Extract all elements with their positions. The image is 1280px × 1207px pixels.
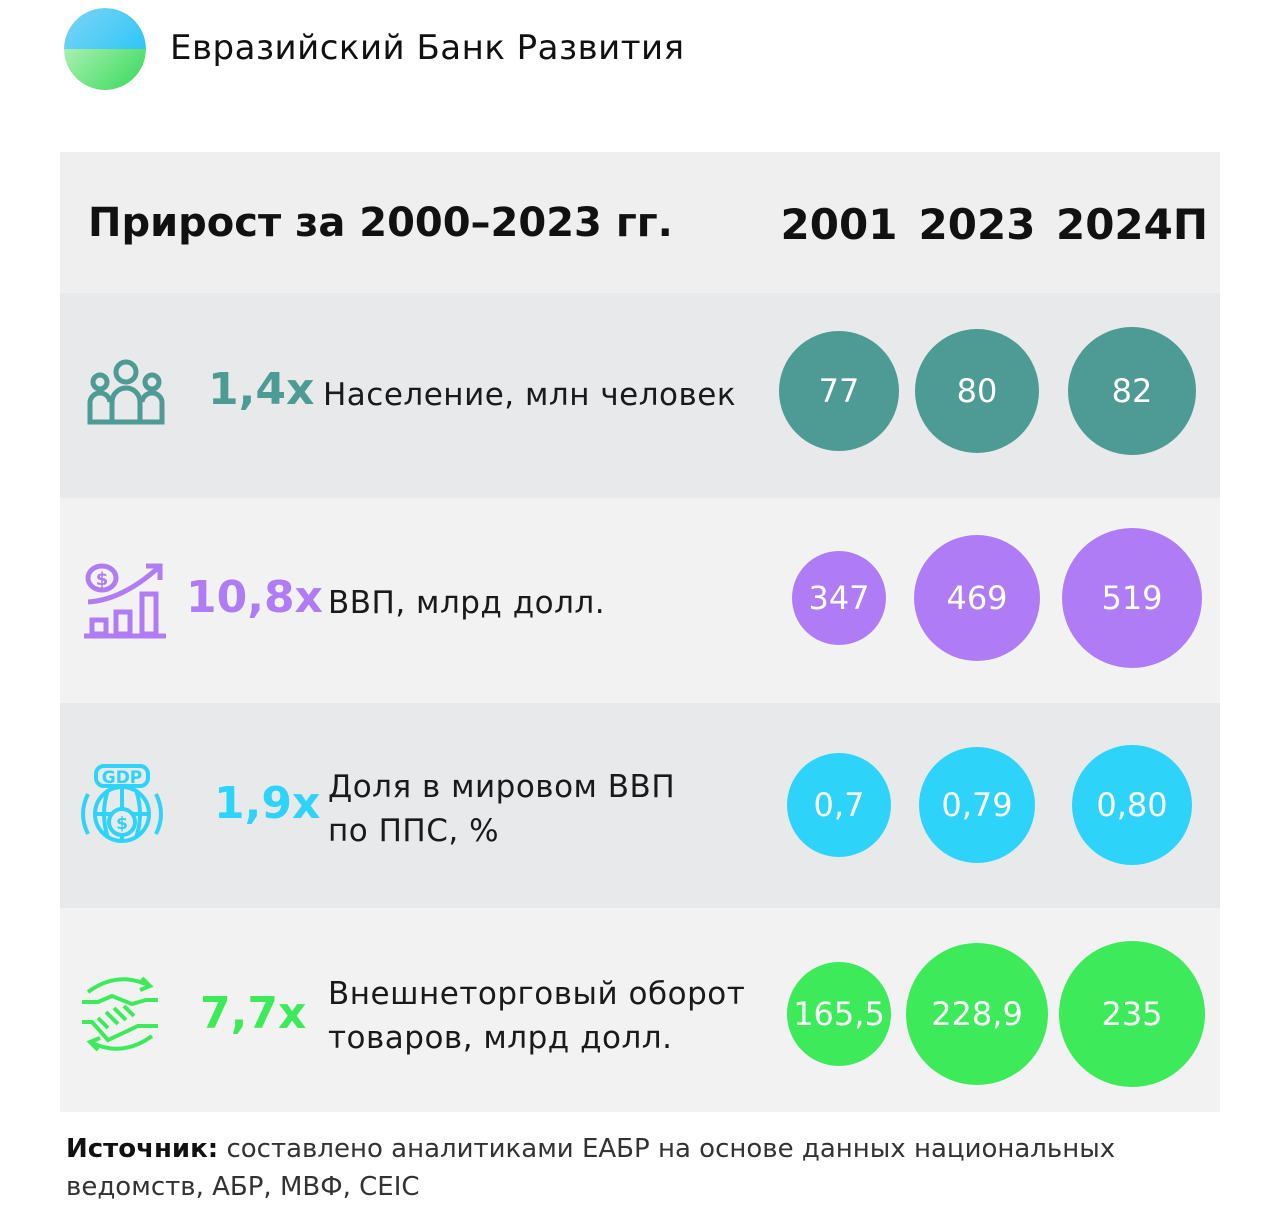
- handshake-icon: [82, 976, 158, 1052]
- value-circle: 0,79: [919, 747, 1035, 863]
- row-label-line2: товаров, млрд долл.: [328, 1020, 673, 1056]
- svg-text:$: $: [96, 569, 109, 590]
- row-label: ВВП, млрд долл.: [328, 585, 606, 621]
- value-circle: 0,7: [787, 753, 891, 857]
- value-circle: 82: [1068, 327, 1196, 455]
- row-label: Население, млн человек: [323, 377, 737, 413]
- growth-chart-icon: $: [84, 563, 166, 639]
- source-note: Источник: составлено аналитиками ЕАБР на…: [66, 1130, 1226, 1206]
- multiplier: 1,4х: [208, 364, 315, 415]
- value-circle: 228,9: [906, 943, 1048, 1085]
- row-label-line2: по ППС, %: [328, 813, 500, 849]
- people-icon: [87, 359, 165, 425]
- row-label: Внешнеторговый оборот: [328, 976, 746, 1012]
- value-circle: 165,5: [787, 962, 891, 1066]
- source-label: Источник:: [66, 1134, 219, 1164]
- table-title: Прирост за 2000–2023 гг.: [88, 200, 673, 246]
- value-circle: 469: [914, 535, 1040, 661]
- value-circle: 80: [915, 329, 1039, 453]
- year-header: 2001: [780, 200, 898, 249]
- value-circle: 0,80: [1072, 745, 1192, 865]
- svg-text:$: $: [116, 814, 128, 834]
- value-circle: 519: [1062, 528, 1202, 668]
- value-circle: 235: [1059, 941, 1205, 1087]
- gdp-globe-icon: GDP $: [81, 764, 163, 843]
- multiplier: 7,7х: [200, 988, 307, 1039]
- row-label: Доля в мировом ВВП: [328, 769, 676, 805]
- value-circle: 77: [779, 331, 899, 451]
- year-header: 2023: [918, 200, 1036, 249]
- table-header: [60, 152, 1220, 293]
- brand-name: Евразийский Банк Развития: [170, 28, 685, 68]
- value-circle: 347: [792, 551, 886, 645]
- multiplier: 10,8х: [186, 572, 323, 623]
- source-text: составлено аналитиками ЕАБР на основе да…: [66, 1134, 1116, 1202]
- year-header: 2024П: [1055, 200, 1209, 249]
- svg-text:GDP: GDP: [102, 768, 143, 788]
- multiplier: 1,9х: [214, 778, 321, 829]
- logo: [64, 8, 146, 90]
